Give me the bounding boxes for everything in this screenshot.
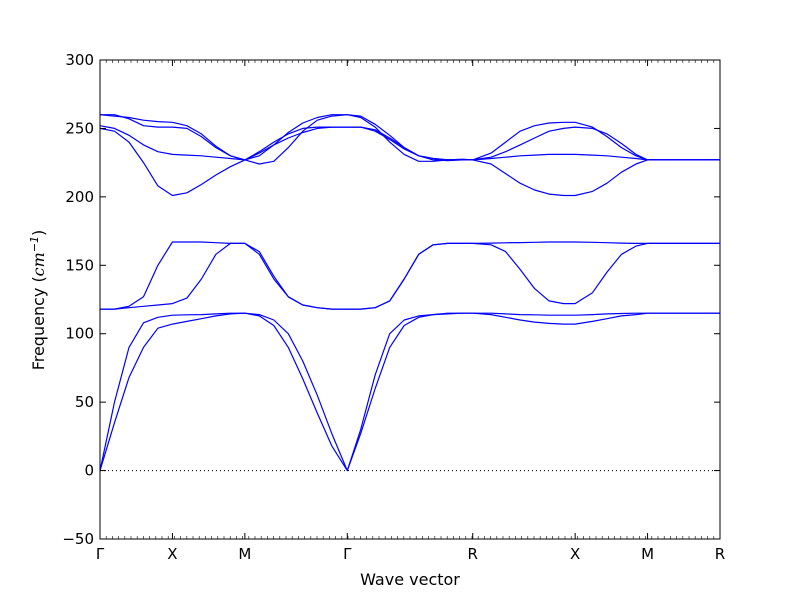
y-tick-label: 100: [65, 325, 94, 343]
y-axis-label-exp: −1: [28, 236, 41, 252]
band-line-4: [100, 241, 720, 310]
tick-labels: −50 0 50 100 150 200 250 300 Γ X M Γ R X M R: [62, 51, 725, 563]
band-line-8: [100, 114, 720, 161]
y-tick-label: 300: [65, 51, 94, 69]
band-line-1: [99, 312, 720, 472]
plot-area: [99, 114, 720, 472]
y-tick-label: 250: [65, 119, 94, 137]
x-tick-label: X: [570, 545, 580, 563]
y-tick-label: 0: [84, 462, 94, 480]
x-tick-label: R: [468, 545, 478, 563]
tick-marks: [99, 59, 721, 540]
band-line-3: [100, 242, 720, 310]
x-tick-label: M: [238, 545, 251, 563]
band-line-7: [99, 114, 720, 165]
y-tick-label: 150: [65, 256, 94, 274]
y-tick-label: −50: [62, 530, 94, 548]
y-axis-label-unit: cm: [29, 252, 48, 276]
y-tick-label: 200: [65, 188, 94, 206]
x-tick-label: Γ: [96, 545, 105, 563]
x-tick-label: X: [167, 545, 177, 563]
y-axis-label-close: ): [29, 230, 48, 236]
x-tick-label: R: [715, 545, 725, 563]
x-axis-label: Wave vector: [360, 570, 460, 589]
x-tick-label: M: [641, 545, 654, 563]
y-tick-label: 50: [75, 393, 94, 411]
band-line-5: [99, 126, 720, 197]
band-line-6: [99, 125, 720, 162]
x-tick-label: Γ: [343, 545, 352, 563]
y-axis-label: Frequency (cm−1): [28, 230, 48, 371]
band-line-2: [99, 312, 720, 472]
y-axis-label-main: Frequency (: [29, 276, 48, 370]
